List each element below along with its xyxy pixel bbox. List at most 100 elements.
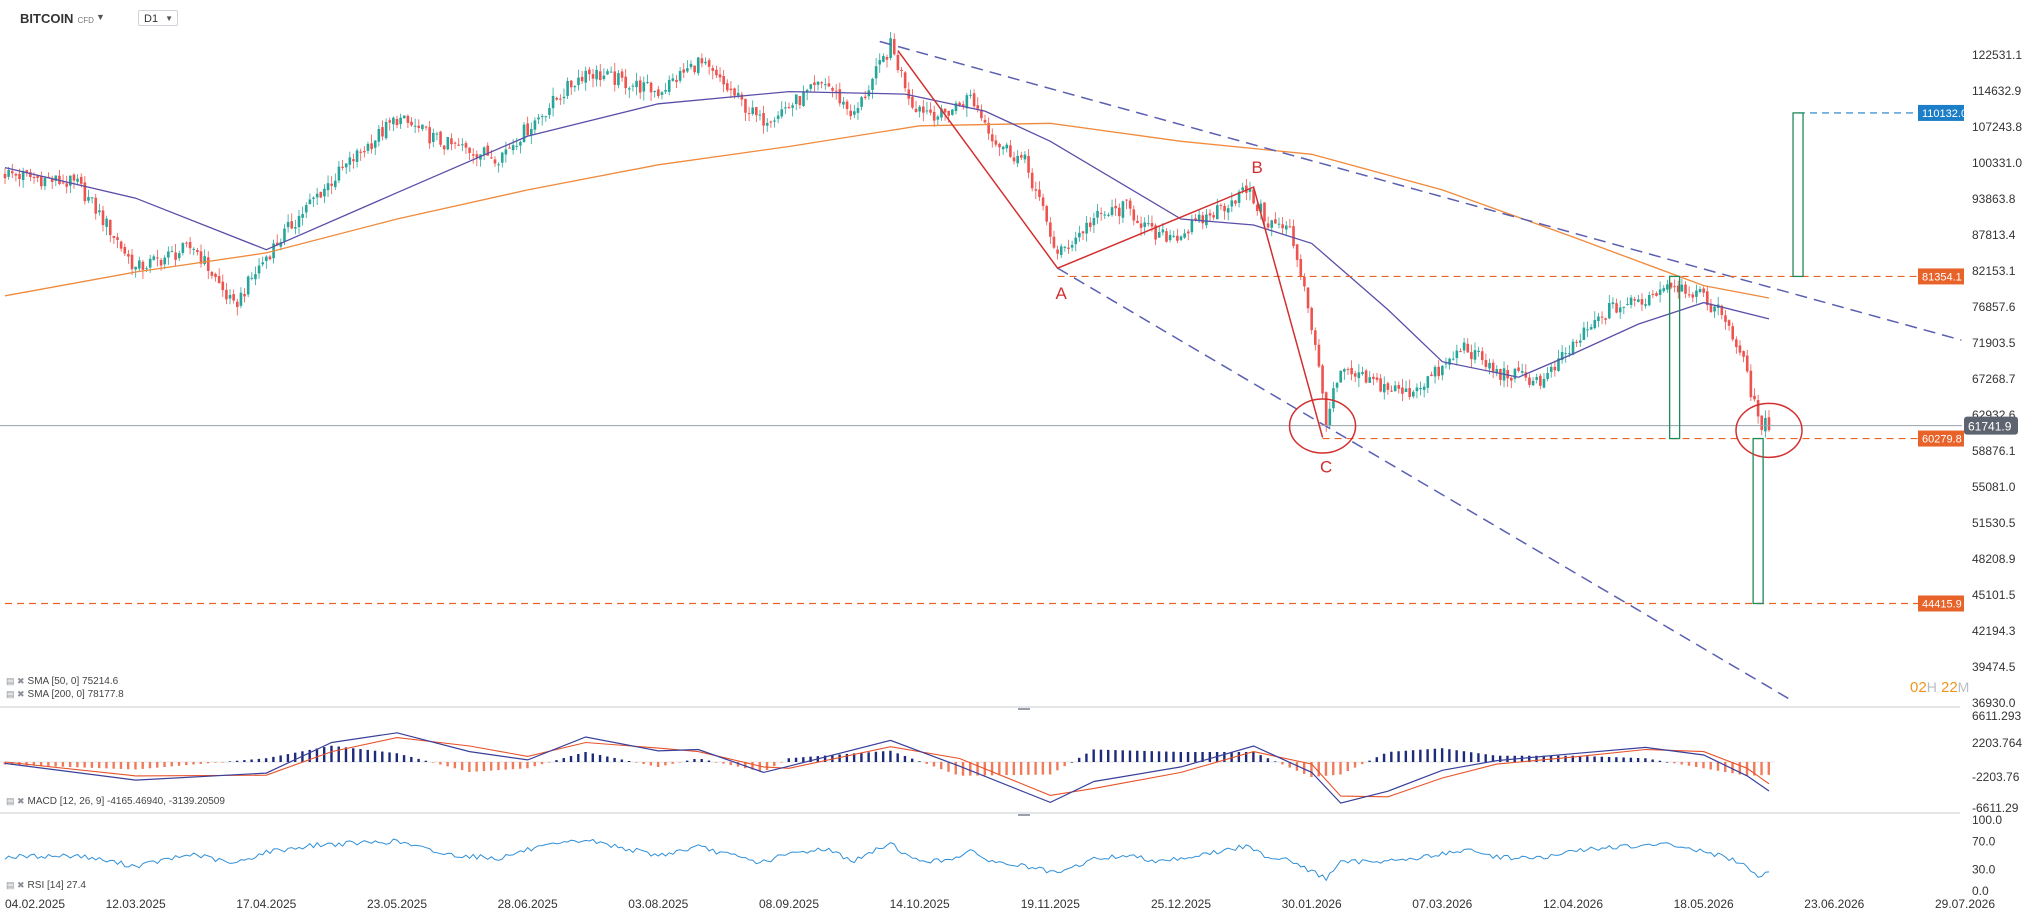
candle-body [606, 71, 609, 75]
legend-value: 27.4 [66, 880, 86, 891]
candle-body [1607, 303, 1611, 319]
macd-histogram-bar [758, 762, 761, 772]
candle-body [1470, 352, 1473, 360]
candle-body [1114, 205, 1117, 209]
candle-body [421, 124, 424, 130]
candle-body [1023, 154, 1027, 160]
price-tag [1918, 595, 1964, 612]
candle-body [740, 94, 744, 100]
macd-histogram-bar [504, 762, 507, 770]
macd-histogram-bar [330, 745, 333, 762]
y-tick-label: 55081.0 [1972, 480, 2016, 494]
candle-body [1738, 345, 1742, 353]
candle-body [1528, 377, 1531, 385]
candle-body [250, 277, 254, 279]
candle-body [940, 108, 943, 118]
candle-body [1019, 155, 1023, 158]
macd-histogram-bar [642, 762, 645, 765]
symbol-selector[interactable]: BITCOIN CFD [20, 11, 94, 26]
timeframe-select[interactable]: D1 ▼ [138, 10, 178, 26]
candle-body [1549, 366, 1553, 372]
candle-body [889, 38, 892, 59]
candle-body [1070, 244, 1074, 248]
macd-histogram-bar [707, 760, 711, 762]
candle-body [221, 281, 225, 291]
candle-body [1702, 288, 1705, 293]
candle-body [1219, 205, 1223, 207]
candle-body [613, 71, 617, 85]
candle-body [1419, 387, 1422, 390]
candle-body [1658, 289, 1662, 295]
candle-body [1680, 284, 1684, 292]
candle-body [1640, 299, 1644, 305]
candle-body [932, 111, 936, 121]
macd-histogram-bar [925, 762, 928, 764]
x-tick-label: 14.10.2025 [890, 897, 950, 911]
macd-tick-label: -2203.76 [1972, 770, 2020, 784]
macd-histogram-bar [1273, 761, 1277, 762]
macd-histogram-bar [1716, 762, 1720, 771]
candle-body [1332, 388, 1335, 409]
candle-body [1480, 351, 1484, 361]
candle-body [1045, 206, 1049, 222]
settings-icon[interactable]: ▤ ✖ [6, 676, 25, 686]
candle-body [1499, 368, 1502, 380]
candle-body [1154, 225, 1157, 240]
macd-histogram-bar [1288, 762, 1291, 768]
y-tick-label: 107243.8 [1972, 120, 2022, 134]
macd-histogram-bar [1099, 749, 1103, 762]
legend-label: SMA [50, 0] [27, 676, 80, 687]
macd-histogram-bar [1397, 751, 1400, 763]
candle-body [1056, 249, 1059, 254]
candle-body [167, 251, 170, 258]
candle-body [1662, 288, 1666, 292]
candle-body [635, 80, 638, 88]
candle-body [326, 183, 330, 191]
candle-body [1651, 293, 1655, 295]
candle-body [849, 110, 853, 117]
macd-histogram-bar [388, 752, 391, 762]
candle-body [105, 218, 108, 227]
symbol-dropdown-icon[interactable]: ▼ [96, 12, 105, 22]
macd-histogram-bar [1564, 755, 1567, 762]
candle-body [130, 254, 134, 270]
candle-body [791, 105, 794, 108]
macd-histogram-bar [1499, 755, 1502, 762]
candle-body [286, 221, 290, 228]
macd-histogram-bar [395, 753, 398, 763]
candle-body [943, 108, 947, 113]
candle-body [1553, 366, 1557, 371]
macd-histogram-bar [134, 762, 137, 770]
candle-body [199, 251, 203, 264]
candle-body [493, 159, 497, 164]
candle-body [762, 112, 765, 126]
candle-body [704, 61, 707, 64]
candle-body [751, 107, 755, 114]
candle-body [94, 197, 98, 214]
legend-value: -4165.46940 [107, 796, 164, 807]
candle-body [417, 125, 421, 128]
macd-histogram-bar [315, 748, 319, 762]
settings-icon[interactable]: ▤ ✖ [6, 796, 25, 806]
candle-body [522, 124, 526, 142]
candle-body [693, 65, 696, 73]
macd-histogram-bar [453, 762, 457, 769]
candle-body [29, 172, 32, 178]
settings-icon[interactable]: ▤ ✖ [6, 880, 25, 890]
candle-body [170, 251, 174, 253]
macd-histogram-bar [903, 756, 907, 762]
macd-histogram-bar [867, 752, 870, 762]
macd-histogram-bar [1455, 750, 1458, 762]
macd-histogram-bar [1745, 762, 1749, 776]
settings-icon[interactable]: ▤ ✖ [6, 689, 25, 699]
candle-body [468, 147, 471, 153]
candle-body [1107, 214, 1110, 216]
y-tick-label: 45101.5 [1972, 588, 2016, 602]
candle-body [1713, 306, 1716, 312]
macd-histogram-bar [1731, 762, 1734, 774]
last-price-tag [1964, 416, 2018, 435]
pattern-label-c: C [1320, 458, 1332, 477]
candle-body [39, 176, 43, 187]
candle-body [428, 127, 431, 144]
